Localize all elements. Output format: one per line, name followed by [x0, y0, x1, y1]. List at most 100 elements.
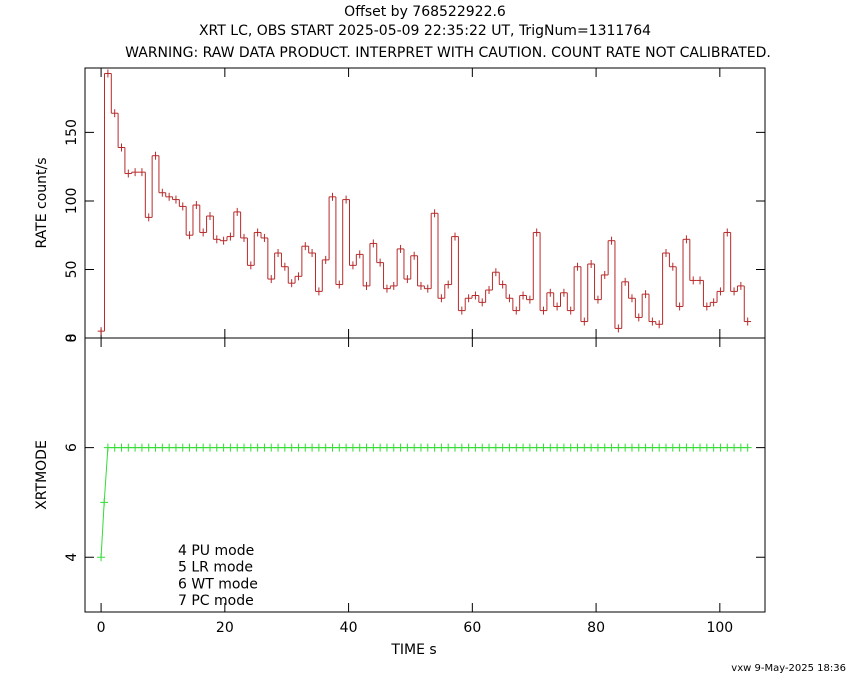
- x-tick-label: 40: [340, 620, 358, 636]
- y-tick-label: 4: [64, 553, 80, 562]
- legend-entry: 7 PC mode: [178, 593, 254, 609]
- x-tick-label: 100: [706, 620, 733, 636]
- x-tick-label: 80: [587, 620, 605, 636]
- point: [423, 443, 432, 452]
- footer: vxw 9-May-2025 18:36: [731, 663, 846, 674]
- point: [627, 443, 636, 452]
- point: [614, 443, 623, 452]
- point: [457, 443, 466, 452]
- point: [144, 443, 153, 452]
- y-tick-label: 50: [64, 261, 80, 279]
- chart-subtitle: XRT LC, OBS START 2025-05-09 22:35:22 UT…: [199, 23, 651, 39]
- point: [124, 443, 133, 452]
- point: [587, 443, 596, 452]
- point: [274, 443, 283, 452]
- y-tick-label: 0: [64, 334, 80, 343]
- point: [444, 443, 453, 452]
- point: [621, 443, 630, 452]
- point: [362, 443, 371, 452]
- point: [593, 443, 602, 452]
- point: [151, 443, 160, 452]
- point: [199, 443, 208, 452]
- point: [505, 443, 514, 452]
- point: [348, 443, 357, 452]
- point: [205, 443, 214, 452]
- point: [158, 443, 167, 452]
- point: [478, 443, 487, 452]
- point: [137, 443, 146, 452]
- point: [342, 443, 351, 452]
- y-tick-label: 150: [64, 119, 80, 146]
- y-tick-label: 8: [64, 334, 80, 343]
- warning: WARNING: RAW DATA PRODUCT. INTERPRET WIT…: [125, 45, 771, 61]
- point: [328, 443, 337, 452]
- point: [702, 443, 711, 452]
- y-tick-label: 6: [64, 443, 80, 452]
- point: [233, 443, 242, 452]
- point: [532, 443, 541, 452]
- point: [165, 443, 174, 452]
- point: [416, 443, 425, 452]
- x-tick-label: 60: [463, 620, 481, 636]
- point: [280, 443, 289, 452]
- point: [314, 443, 323, 452]
- point: [171, 443, 180, 452]
- point: [301, 443, 310, 452]
- point: [641, 443, 650, 452]
- y-axis-label: XRTMODE: [34, 440, 50, 510]
- point: [553, 443, 562, 452]
- point: [410, 443, 419, 452]
- point: [675, 443, 684, 452]
- point: [716, 443, 725, 452]
- point: [246, 443, 255, 452]
- point: [287, 443, 296, 452]
- point: [648, 443, 657, 452]
- chart-title: Offset by 768522922.6: [344, 4, 506, 20]
- y-axis-label: RATE count/s: [34, 157, 50, 248]
- point: [546, 443, 555, 452]
- point: [97, 553, 106, 562]
- point: [512, 443, 521, 452]
- point: [219, 443, 228, 452]
- point: [308, 443, 317, 452]
- point: [600, 443, 609, 452]
- point: [634, 443, 643, 452]
- point: [131, 443, 140, 452]
- point: [655, 443, 664, 452]
- legend-entry: 5 LR mode: [178, 560, 253, 576]
- point: [321, 443, 330, 452]
- point: [464, 443, 473, 452]
- point: [451, 443, 460, 452]
- point: [226, 443, 235, 452]
- point: [525, 443, 534, 452]
- point: [498, 443, 507, 452]
- x-tick-label: 0: [97, 620, 106, 636]
- point: [573, 443, 582, 452]
- point: [736, 443, 745, 452]
- point: [437, 443, 446, 452]
- point: [389, 443, 398, 452]
- y-tick-label: 100: [64, 188, 80, 215]
- point: [376, 443, 385, 452]
- point: [471, 443, 480, 452]
- point: [682, 443, 691, 452]
- point: [696, 443, 705, 452]
- point: [369, 443, 378, 452]
- point: [743, 443, 752, 452]
- point: [260, 443, 269, 452]
- point: [100, 498, 109, 507]
- point: [559, 443, 568, 452]
- point: [580, 443, 589, 452]
- point: [240, 443, 249, 452]
- point: [110, 443, 119, 452]
- point: [185, 443, 194, 452]
- point: [192, 443, 201, 452]
- point: [382, 443, 391, 452]
- point: [430, 443, 439, 452]
- point: [662, 443, 671, 452]
- point: [403, 443, 412, 452]
- point: [396, 443, 405, 452]
- point: [709, 443, 718, 452]
- x-tick-label: 20: [216, 620, 234, 636]
